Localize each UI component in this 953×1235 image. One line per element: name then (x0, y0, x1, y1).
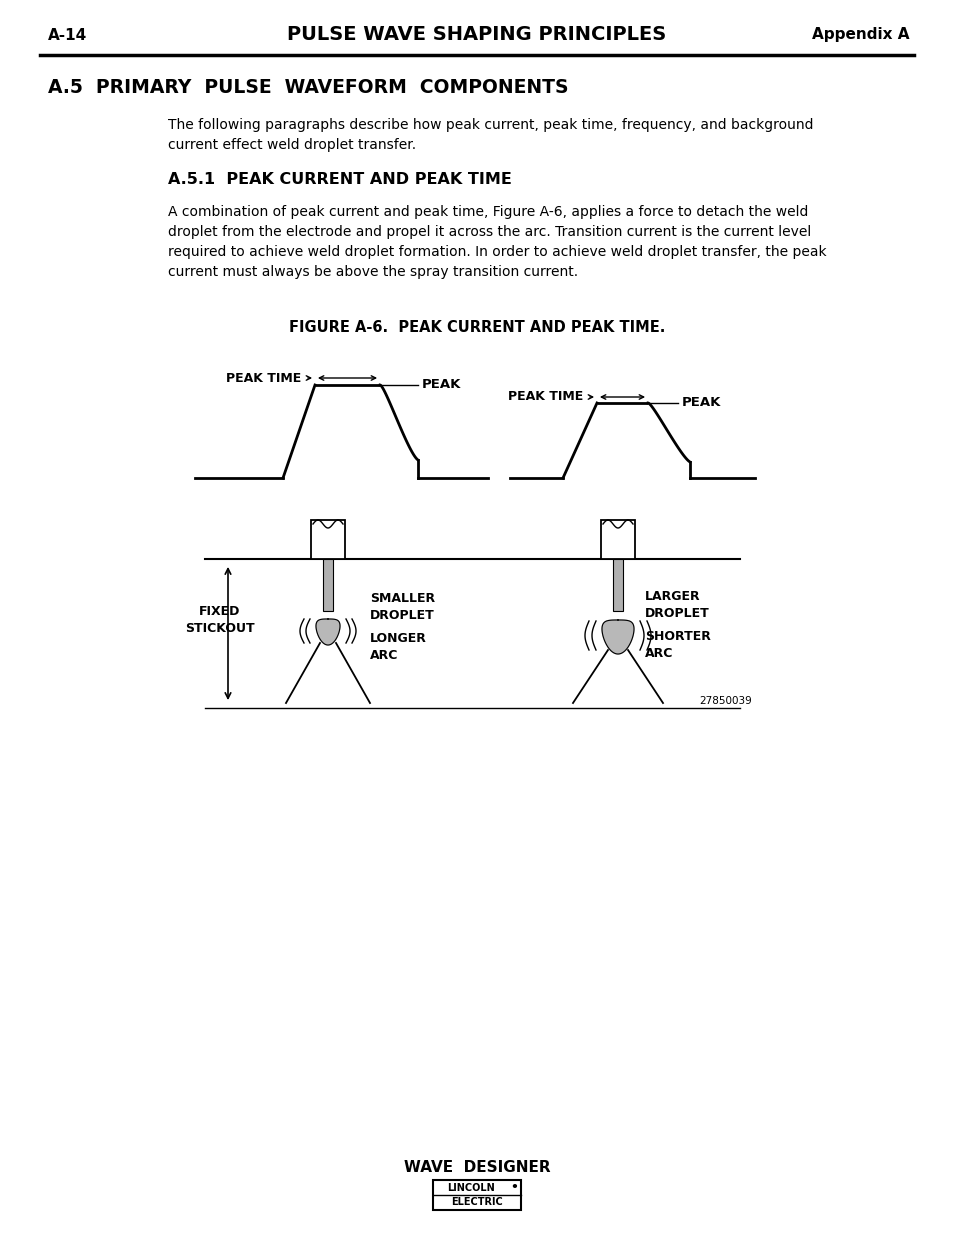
Bar (600, 520, 635, 559)
Text: ELECTRIC: ELECTRIC (451, 1197, 502, 1207)
Text: SMALLER
DROPLET: SMALLER DROPLET (370, 592, 435, 622)
Text: 27850039: 27850039 (699, 697, 751, 706)
Text: FIXED
STICKOUT: FIXED STICKOUT (185, 605, 254, 635)
Text: WAVE  DESIGNER: WAVE DESIGNER (403, 1161, 550, 1176)
Text: PEAK: PEAK (421, 378, 461, 391)
Text: LINCOLN: LINCOLN (447, 1183, 495, 1193)
Bar (433, 1179, 520, 1210)
Text: PEAK TIME: PEAK TIME (507, 390, 582, 404)
Bar (613, 559, 622, 611)
Text: A combination of peak current and peak time, Figure A-6, applies a force to deta: A combination of peak current and peak t… (168, 205, 825, 279)
Text: •: • (510, 1182, 517, 1194)
Text: A.5  PRIMARY  PULSE  WAVEFORM  COMPONENTS: A.5 PRIMARY PULSE WAVEFORM COMPONENTS (48, 78, 568, 98)
Text: The following paragraphs describe how peak current, peak time, frequency, and ba: The following paragraphs describe how pe… (168, 119, 813, 152)
Text: PEAK TIME: PEAK TIME (226, 372, 301, 384)
Text: PULSE WAVE SHAPING PRINCIPLES: PULSE WAVE SHAPING PRINCIPLES (287, 26, 666, 44)
Polygon shape (315, 619, 339, 645)
Text: A.5.1  PEAK CURRENT AND PEAK TIME: A.5.1 PEAK CURRENT AND PEAK TIME (168, 172, 512, 186)
Polygon shape (601, 620, 634, 655)
Text: LARGER
DROPLET: LARGER DROPLET (644, 590, 709, 620)
Text: FIGURE A-6.  PEAK CURRENT AND PEAK TIME.: FIGURE A-6. PEAK CURRENT AND PEAK TIME. (289, 320, 664, 335)
Text: Appendix A: Appendix A (812, 27, 909, 42)
Text: LONGER
ARC: LONGER ARC (370, 632, 426, 662)
Text: PEAK: PEAK (681, 396, 720, 410)
Text: A-14: A-14 (48, 27, 87, 42)
Text: SHORTER
ARC: SHORTER ARC (644, 630, 710, 659)
Bar (311, 520, 345, 559)
Bar (323, 559, 333, 611)
